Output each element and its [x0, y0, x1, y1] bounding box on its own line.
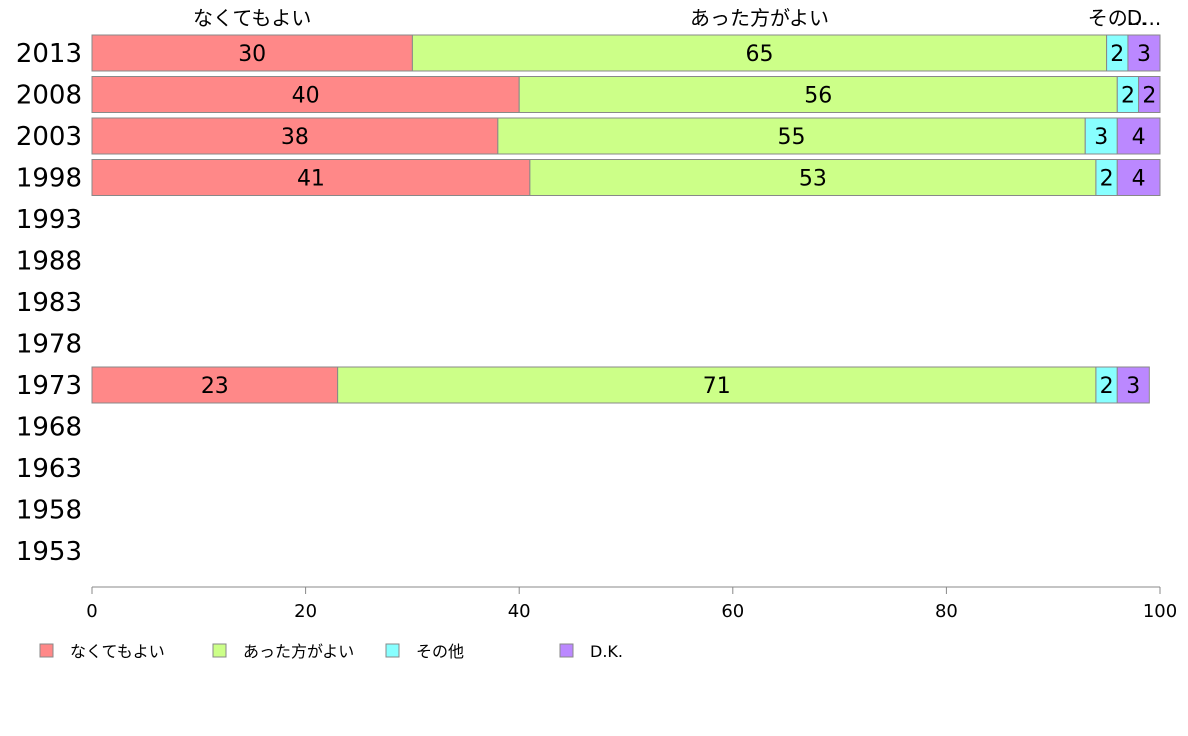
year-label-1968: 1968	[16, 413, 82, 443]
bar-value-label: 3	[1137, 42, 1151, 67]
bar-value-label: 2	[1110, 42, 1124, 67]
x-tick-label: 20	[294, 601, 317, 622]
year-label-1993: 1993	[16, 205, 82, 235]
year-label-1953: 1953	[16, 537, 82, 567]
year-label-1958: 1958	[16, 496, 82, 526]
bar-value-label: 2	[1100, 374, 1114, 399]
legend-swatch	[385, 643, 400, 658]
year-label-1963: 1963	[16, 454, 82, 484]
x-tick-label: 0	[86, 601, 97, 622]
bar-2008-series-3	[1138, 76, 1161, 113]
legend-swatch	[212, 643, 227, 658]
bar-2013-series-1	[411, 34, 1108, 72]
x-tick-label: 60	[721, 601, 744, 622]
bar-1998-series-3	[1116, 159, 1161, 196]
year-label-2008: 2008	[16, 81, 82, 111]
bar-value-label: 65	[746, 42, 774, 67]
year-label-1988: 1988	[16, 247, 82, 277]
bar-2003-series-0	[91, 117, 499, 155]
legend-swatch	[559, 643, 574, 658]
bar-value-label: 55	[778, 125, 806, 150]
bar-2008-series-1	[518, 76, 1118, 113]
top-segment-label: D...	[1127, 6, 1161, 30]
bar-2013-series-0	[91, 34, 413, 72]
year-label-2013: 2013	[16, 39, 82, 69]
year-label-1973: 1973	[16, 371, 82, 401]
bar-1998-series-0	[91, 159, 531, 196]
bar-value-label: 40	[292, 84, 320, 109]
bar-value-label: 56	[804, 84, 832, 109]
year-label-1998: 1998	[16, 164, 82, 194]
bar-value-label: 38	[281, 125, 309, 150]
legend-label: あった方がよい	[243, 642, 354, 661]
bar-2003-series-1	[497, 117, 1086, 155]
legend-swatch	[39, 643, 54, 658]
bar-2013-series-3	[1127, 34, 1161, 72]
bar-value-label: 41	[297, 167, 325, 192]
year-label-1978: 1978	[16, 330, 82, 360]
x-tick-label: 40	[508, 601, 531, 622]
legend-label: その他	[416, 642, 464, 661]
bar-value-label: 23	[201, 374, 229, 399]
bar-value-label: 2	[1142, 84, 1156, 109]
legend-label: D.K.	[590, 642, 623, 661]
bar-2003-series-3	[1116, 117, 1161, 155]
year-label-2003: 2003	[16, 122, 82, 152]
top-segment-label: なくてもよい	[193, 6, 311, 30]
bar-value-label: 3	[1126, 374, 1140, 399]
bar-value-label: 3	[1094, 125, 1108, 150]
x-tick-label: 100	[1143, 601, 1177, 622]
legend-label: なくてもよい	[70, 642, 165, 661]
bar-value-label: 71	[703, 374, 731, 399]
bar-1973-series-1	[337, 366, 1097, 404]
bar-1998-series-1	[529, 159, 1097, 196]
bar-value-label: 4	[1132, 167, 1146, 192]
bar-value-label: 2	[1121, 84, 1135, 109]
top-segment-label: あった方がよい	[690, 6, 829, 30]
bar-1973-series-3	[1116, 366, 1150, 404]
x-tick-label: 80	[935, 601, 958, 622]
bar-value-label: 30	[238, 42, 266, 67]
bar-2008-series-0	[91, 76, 520, 113]
bar-value-label: 4	[1132, 125, 1146, 150]
bar-value-label: 2	[1100, 167, 1114, 192]
year-label-1983: 1983	[16, 288, 82, 318]
bar-1973-series-0	[91, 366, 339, 404]
bar-value-label: 53	[799, 167, 827, 192]
top-segment-label: その...	[1088, 6, 1147, 30]
